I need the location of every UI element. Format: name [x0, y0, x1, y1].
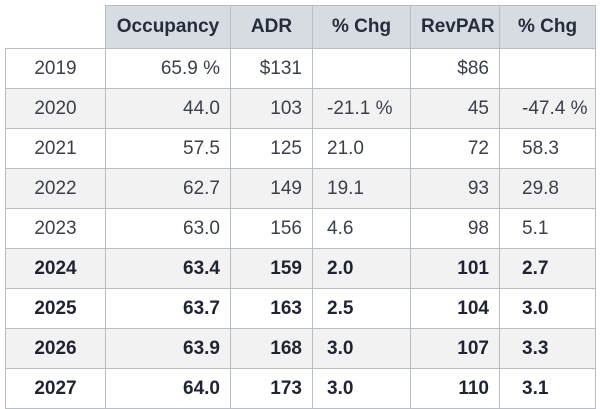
cell-year: 2024 — [5, 248, 106, 289]
header-occupancy: Occupancy — [105, 5, 231, 49]
cell-revpar: 110 — [410, 368, 500, 409]
table-row: 2025 63.7 163 2.5 104 3.0 — [5, 288, 596, 329]
cell-year: 2026 — [5, 328, 106, 369]
cell-adr-change: 21.0 — [312, 128, 411, 169]
cell-adr-change: 2.5 — [312, 288, 411, 329]
cell-occupancy: 63.0 — [105, 208, 231, 249]
table-row: 2022 62.7 149 19.1 93 29.8 — [5, 168, 596, 209]
cell-adr-change: 2.0 — [312, 248, 411, 289]
cell-adr: 125 — [230, 128, 313, 169]
cell-revpar-change: 58.3 — [499, 128, 596, 169]
header-revpar: RevPAR — [410, 5, 500, 49]
cell-occupancy: 57.5 — [105, 128, 231, 169]
cell-revpar-change: 29.8 — [499, 168, 596, 209]
table-body: 2019 65.9 % $131 $86 2020 44.0 103 -21.1 % 45 -47… — [5, 48, 596, 409]
cell-adr-change — [312, 48, 411, 89]
header-revpar-change: % Chg — [499, 5, 596, 49]
header-adr: ADR — [230, 5, 313, 49]
cell-occupancy: 63.7 — [105, 288, 231, 329]
table-row: 2023 63.0 156 4.6 98 5.1 — [5, 208, 596, 249]
cell-year: 2021 — [5, 128, 106, 169]
cell-adr: 156 — [230, 208, 313, 249]
cell-occupancy: 64.0 — [105, 368, 231, 409]
cell-revpar-change: 3.1 — [499, 368, 596, 409]
cell-adr: 168 — [230, 328, 313, 369]
cell-adr: 159 — [230, 248, 313, 289]
cell-adr: $131 — [230, 48, 313, 89]
table-row: 2024 63.4 159 2.0 101 2.7 — [5, 248, 596, 289]
cell-year: 2027 — [5, 368, 106, 409]
cell-adr: 173 — [230, 368, 313, 409]
cell-revpar: 45 — [410, 88, 500, 129]
table-row: 2019 65.9 % $131 $86 — [5, 48, 596, 89]
cell-year: 2020 — [5, 88, 106, 129]
cell-occupancy: 62.7 — [105, 168, 231, 209]
cell-year: 2025 — [5, 288, 106, 329]
cell-revpar: 104 — [410, 288, 500, 329]
cell-adr-change: 19.1 — [312, 168, 411, 209]
cell-year: 2022 — [5, 168, 106, 209]
cell-revpar-change: 2.7 — [499, 248, 596, 289]
hotel-performance-table: Occupancy ADR % Chg RevPAR % Chg 2019 65.… — [5, 5, 596, 409]
header-row: Occupancy ADR % Chg RevPAR % Chg — [5, 5, 596, 49]
cell-year: 2023 — [5, 208, 106, 249]
cell-revpar: $86 — [410, 48, 500, 89]
cell-adr-change: -21.1 % — [312, 88, 411, 129]
cell-revpar-change: 3.3 — [499, 328, 596, 369]
cell-revpar-change — [499, 48, 596, 89]
table-row: 2027 64.0 173 3.0 110 3.1 — [5, 368, 596, 409]
header-year — [5, 5, 106, 49]
cell-revpar: 72 — [410, 128, 500, 169]
cell-occupancy: 44.0 — [105, 88, 231, 129]
table-row: 2020 44.0 103 -21.1 % 45 -47.4 % — [5, 88, 596, 129]
cell-year: 2019 — [5, 48, 106, 89]
cell-occupancy: 63.4 — [105, 248, 231, 289]
cell-revpar-change: 3.0 — [499, 288, 596, 329]
cell-adr-change: 3.0 — [312, 368, 411, 409]
cell-revpar: 98 — [410, 208, 500, 249]
cell-revpar: 101 — [410, 248, 500, 289]
cell-revpar: 107 — [410, 328, 500, 369]
cell-revpar: 93 — [410, 168, 500, 209]
table-row: 2026 63.9 168 3.0 107 3.3 — [5, 328, 596, 369]
cell-adr: 103 — [230, 88, 313, 129]
cell-occupancy: 63.9 — [105, 328, 231, 369]
cell-revpar-change: 5.1 — [499, 208, 596, 249]
cell-adr-change: 3.0 — [312, 328, 411, 369]
header-adr-change: % Chg — [312, 5, 411, 49]
cell-occupancy: 65.9 % — [105, 48, 231, 89]
cell-revpar-change: -47.4 % — [499, 88, 596, 129]
cell-adr: 149 — [230, 168, 313, 209]
table-row: 2021 57.5 125 21.0 72 58.3 — [5, 128, 596, 169]
cell-adr: 163 — [230, 288, 313, 329]
cell-adr-change: 4.6 — [312, 208, 411, 249]
